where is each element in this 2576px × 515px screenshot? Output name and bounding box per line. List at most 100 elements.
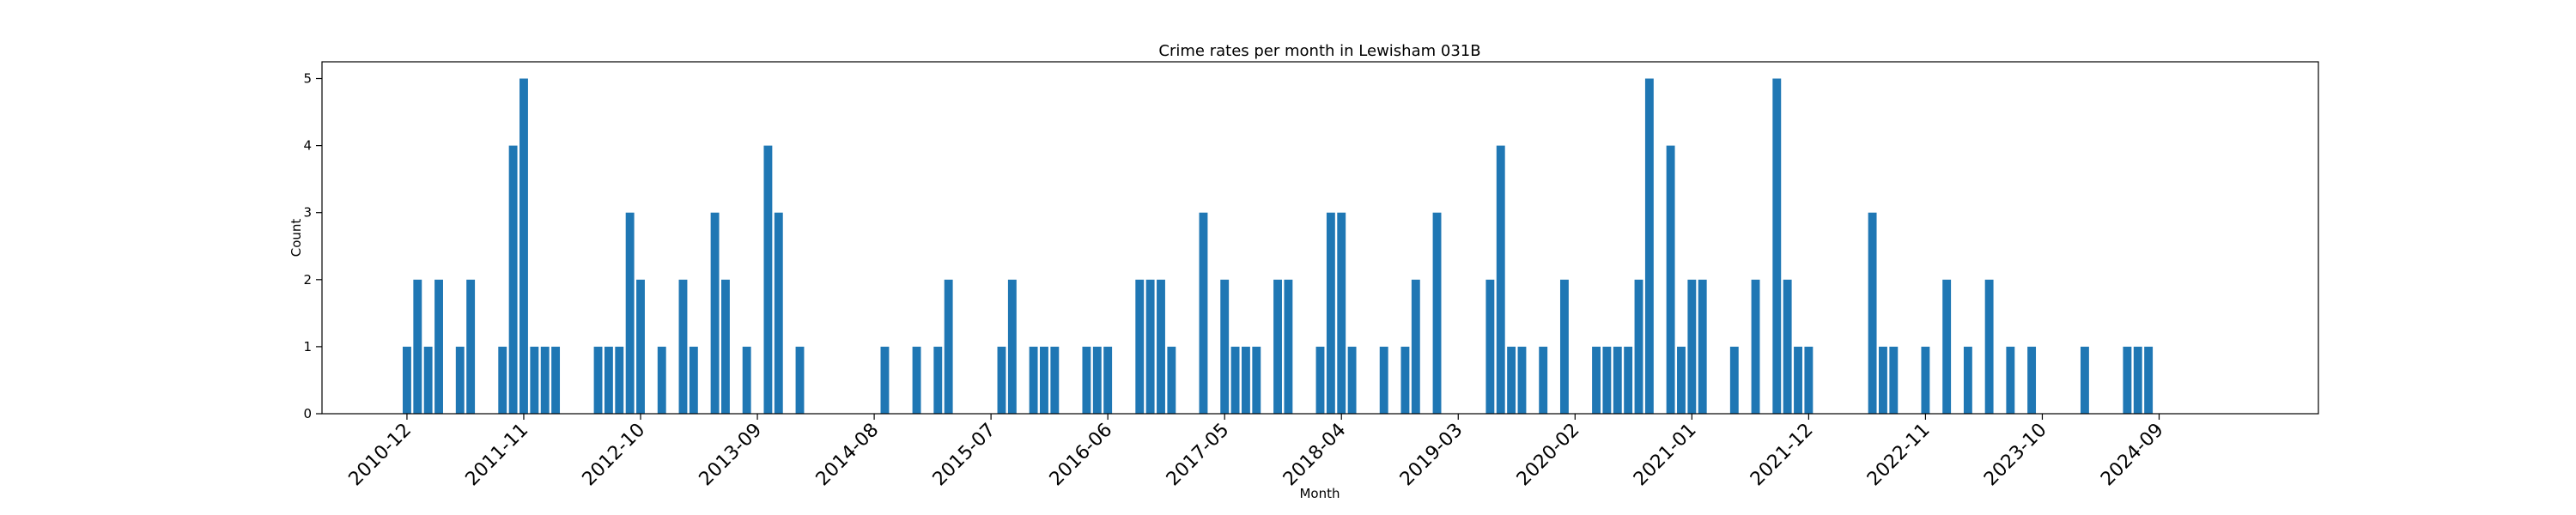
bar-2014-12	[912, 346, 921, 414]
bar-2016-12	[1167, 346, 1176, 414]
bar-2023-01	[1942, 279, 1952, 414]
bar-2018-02	[1315, 346, 1325, 414]
bar-2015-08	[997, 346, 1006, 414]
bar-2011-02	[423, 346, 433, 414]
bar-2011-12	[530, 346, 539, 414]
bar-2016-01	[1050, 346, 1060, 414]
bar-2021-10	[1783, 279, 1792, 414]
y-axis-title: Count	[289, 219, 304, 258]
bar-2013-10	[763, 145, 773, 414]
bar-2021-09	[1772, 78, 1782, 415]
bar-2012-09	[625, 212, 635, 414]
y-axis-ticks: 0 1 2 3 4 5	[303, 71, 322, 421]
bar-2012-08	[615, 346, 624, 414]
bar-2022-06	[1868, 212, 1877, 414]
bar-2018-03	[1326, 212, 1335, 414]
bar-2017-06	[1230, 346, 1240, 414]
bar-2021-02	[1698, 279, 1707, 414]
bar-2013-06	[721, 279, 730, 414]
bar-2018-08	[1379, 346, 1388, 414]
bar-2015-03	[944, 279, 953, 414]
bar-2018-10	[1400, 346, 1410, 414]
bar-2013-11	[774, 212, 783, 414]
bar-2020-07	[1624, 346, 1633, 414]
bar-2020-09	[1644, 78, 1654, 415]
bar-2015-11	[1029, 346, 1038, 414]
bar-2022-08	[1889, 346, 1899, 414]
bar-2021-07	[1751, 279, 1760, 414]
bar-2020-12	[1677, 346, 1686, 414]
y-tick-label-3: 3	[303, 205, 312, 221]
bar-2018-11	[1411, 279, 1420, 414]
bar-2020-06	[1613, 346, 1622, 414]
x-axis-title: Month	[1299, 486, 1340, 501]
bar-2011-10	[508, 145, 518, 414]
bar-2019-06	[1485, 279, 1495, 414]
y-tick-label-2: 2	[303, 272, 312, 288]
bar-2016-10	[1145, 279, 1155, 414]
bar-2024-06	[2123, 346, 2132, 414]
bar-2013-02	[678, 279, 688, 414]
bar-2012-01	[540, 346, 550, 414]
bar-2011-01	[413, 279, 422, 414]
chart-title: Crime rates per month in Lewisham 031B	[1158, 42, 1480, 60]
bar-2012-10	[636, 279, 645, 414]
bar-2017-10	[1273, 279, 1282, 414]
bar-2012-12	[657, 346, 666, 414]
bar-2024-02	[2080, 346, 2089, 414]
bar-2023-05	[1984, 279, 1994, 414]
bar-2016-09	[1135, 279, 1145, 414]
bar-2012-07	[604, 346, 613, 414]
bar-2023-03	[1963, 346, 1972, 414]
bar-2013-08	[742, 346, 751, 414]
bar-2022-11	[1921, 346, 1930, 414]
bar-2014-01	[795, 346, 805, 414]
bar-2017-08	[1252, 346, 1261, 414]
bar-2023-09	[2027, 346, 2037, 414]
bar-2011-09	[498, 346, 507, 414]
bar-2018-04	[1337, 212, 1346, 414]
bar-2011-03	[434, 279, 443, 414]
bar-2017-11	[1284, 279, 1293, 414]
bar-2015-12	[1040, 346, 1048, 414]
bar-2020-04	[1592, 346, 1601, 414]
bar-2016-04	[1082, 346, 1091, 414]
bar-2020-05	[1602, 346, 1612, 414]
bar-2024-07	[2133, 346, 2142, 414]
bar-2015-02	[933, 346, 943, 414]
bar-2016-11	[1157, 279, 1165, 414]
bar-2017-03	[1199, 212, 1208, 414]
bar-2024-08	[2144, 346, 2154, 414]
bar-2010-12	[402, 346, 411, 414]
plot-frame	[321, 61, 2319, 415]
bar-2017-05	[1220, 279, 1230, 414]
bar-2022-07	[1879, 346, 1887, 414]
bar-2012-02	[551, 346, 561, 414]
bar-2016-05	[1092, 346, 1102, 414]
bar-2020-08	[1634, 279, 1643, 414]
bar-2017-07	[1241, 346, 1250, 414]
bars-group	[402, 78, 2154, 415]
bar-2011-05	[455, 346, 465, 414]
bar-2020-11	[1666, 145, 1675, 414]
bar-2021-01	[1687, 279, 1697, 414]
bar-2023-07	[2006, 346, 2015, 414]
bar-2019-07	[1496, 145, 1505, 414]
bar-2019-01	[1432, 212, 1442, 414]
y-tick-label-1: 1	[303, 339, 312, 354]
bar-2015-09	[1007, 279, 1017, 414]
bar-2011-11	[519, 78, 528, 415]
bar-2020-01	[1559, 279, 1569, 414]
y-tick-label-0: 0	[303, 406, 312, 421]
bar-2011-06	[466, 279, 476, 414]
y-tick-label-5: 5	[303, 71, 312, 87]
bar-2021-12	[1804, 346, 1814, 414]
bar-2013-03	[689, 346, 698, 414]
bar-2021-05	[1729, 346, 1739, 414]
bar-2014-09	[880, 346, 890, 414]
y-tick-label-4: 4	[303, 138, 312, 154]
bar-2019-08	[1507, 346, 1516, 414]
bar-2019-09	[1517, 346, 1527, 414]
